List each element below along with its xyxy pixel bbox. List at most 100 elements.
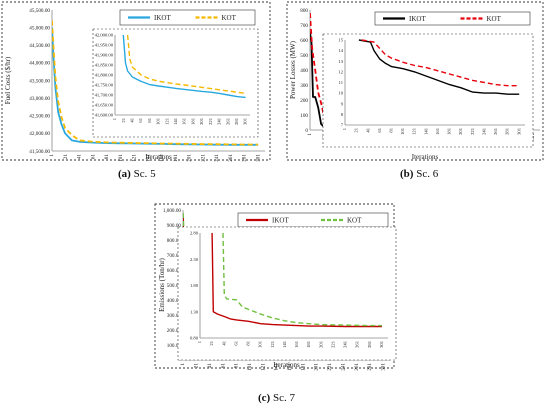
- p5-inset-series-line-kot: [126, 34, 246, 95]
- p6-inset-x-tick-label: 181: [447, 127, 452, 135]
- p7-inset-x-tick-label: 261: [355, 340, 360, 348]
- p5-main-x-tick-label: 201: [187, 154, 193, 162]
- p6-inset-x-tick-label: 141: [423, 127, 428, 135]
- p5-main-y-tick-label: 44,000.00: [29, 61, 50, 67]
- p6-frame: [286, 1, 544, 161]
- p5-main-x-tick-label: 161: [159, 154, 165, 162]
- p7-inset-x-tick-label: 161: [294, 340, 299, 348]
- p6-inset-y-tick-label: 8: [341, 112, 344, 117]
- p7-inset-x-tick-label: 301: [379, 340, 384, 348]
- p5-legend-label-ikot: IKOT: [154, 14, 171, 22]
- p7-inset-x-tick-label: 201: [318, 340, 323, 348]
- p7-inset-x-tick-label: 241: [343, 340, 348, 348]
- p6-inset-y-tick-label: 7: [341, 123, 344, 128]
- p5-legend-box: [119, 9, 256, 26]
- caption-b: (b) Sc. 6: [400, 168, 438, 180]
- p5-inset-x-tick-label: 261: [225, 117, 230, 125]
- p5-inset-x-tick-label: 121: [164, 117, 169, 125]
- p5-legend-label-kot: KOT: [222, 14, 237, 22]
- p7-main-x-tick-label: 41: [207, 363, 213, 369]
- p5-main-y-tick-label: 44,500.00: [29, 43, 50, 49]
- p6-main-y-tick-label: 300: [300, 83, 308, 89]
- caption-b-text: Sc. 6: [416, 168, 439, 180]
- p5-inset-x-tick-label: 61: [138, 117, 143, 122]
- p5-inset-x-tick-label: 81: [147, 117, 152, 122]
- p7-main-y-tick-label: 1,000.00: [163, 208, 182, 214]
- p7-legend-label-kot: KOT: [347, 217, 362, 225]
- p6-main-y-tick-label: 700: [300, 23, 308, 29]
- p7-inset-x-tick-label: 61: [233, 340, 238, 345]
- p5-inset-y-tick-label: 41,750.00: [95, 83, 114, 89]
- p5-main-y-tick-label: 45,500.00: [29, 8, 50, 14]
- p5-inset-y-tick-label: 41,600.00: [95, 113, 114, 119]
- p6-y-axis-title: Power Losses (MW): [289, 40, 297, 99]
- p6-inset-x-tick-label: 1: [342, 127, 347, 130]
- p7-inset-x-tick-label: 101: [258, 340, 263, 348]
- p7-inset-x-tick-label: 1: [197, 340, 202, 343]
- p7-main-x-tick-label: 281: [367, 363, 373, 371]
- p6-main-y-tick-label: 100: [300, 113, 308, 119]
- p5-main-x-tick-label: 101: [118, 154, 124, 162]
- p7-main-x-tick-label: 1: [180, 363, 186, 366]
- p6-inset-x-tick-label: 61: [377, 127, 382, 132]
- p6-main-x-tick-label: 1: [307, 133, 313, 136]
- p5-main-x-tick-label: 301: [255, 154, 261, 162]
- p6-inset-x-tick-label: 241: [481, 127, 486, 135]
- p7-main-y-tick-label: 800.00: [167, 238, 182, 244]
- p5-main-y-tick-label: 41,500.00: [29, 149, 50, 155]
- p7-main-y-tick-label: 700.00: [167, 253, 182, 259]
- p7-inset-x-tick-label: 21: [209, 340, 214, 345]
- p5-main-x-tick-label: 1: [49, 154, 55, 157]
- p5-inset-y-tick-label: 41,900.00: [95, 53, 114, 59]
- p6-inset-x-tick-label: 41: [365, 127, 370, 132]
- p7-main-x-tick-label: 301: [381, 363, 387, 371]
- p7-main-x-tick-label: 201: [314, 363, 320, 371]
- caption-c: (c) Sc. 7: [258, 392, 295, 404]
- p5-main-y-tick-label: 42,500.00: [29, 114, 50, 120]
- p5-main-x-tick-label: 41: [77, 154, 83, 160]
- p5-x-axis-title: Iterations: [145, 153, 172, 161]
- p5-main-x-tick-label: 181: [173, 154, 179, 162]
- p6-inset-series-line-ikot: [358, 39, 520, 95]
- p7-inset-x-tick-label: 281: [367, 340, 372, 348]
- p6-inset-y-tick-label: 9: [341, 101, 344, 106]
- p6-inset-x-tick-label: 261: [493, 127, 498, 135]
- p7-inset-y-tick-label: 1.80: [190, 283, 199, 288]
- p5-main-y-tick-label: 42,000.00: [29, 131, 50, 137]
- p6-main-y-tick-label: 500: [300, 53, 308, 59]
- p5-main-x-tick-label: 241: [214, 154, 220, 162]
- p7-main-x-tick-label: 181: [300, 363, 306, 371]
- p7-main-x-tick-label: 21: [194, 363, 200, 369]
- p7-main-x-tick-label: 101: [247, 363, 253, 371]
- p5-frame: [1, 1, 271, 161]
- p5-inset-y-tick-label: 42,000.00: [95, 33, 114, 39]
- p5-inset-x-tick-label: 181: [190, 117, 195, 125]
- p5-main-x-tick-label: 21: [63, 154, 69, 160]
- p7-inset-x-tick-label: 121: [270, 340, 275, 348]
- p6-inset-frame: [322, 33, 534, 148]
- p5-inset-x-tick-label: 141: [173, 117, 178, 125]
- p6-inset-x-tick-label: 121: [412, 127, 417, 135]
- p7-main-x-tick-label: 221: [327, 363, 333, 371]
- p7-inset-y-tick-label: 2.30: [190, 257, 199, 262]
- p5-main-y-tick-label: 43,000.00: [29, 96, 50, 102]
- p5-main-x-tick-label: 141: [145, 154, 151, 162]
- p6-inset-series-line-kot: [361, 39, 520, 87]
- p5-main-series-line-kot: [52, 20, 259, 146]
- p6-inset-x-tick-label: 21: [354, 127, 359, 132]
- p7-inset-y-tick-label: 1.30: [190, 309, 199, 314]
- p7-x-axis-title: Iterations: [273, 361, 300, 369]
- p7-legend-label-ikot: IKOT: [272, 217, 289, 225]
- p7-inset-x-tick-label: 221: [330, 340, 335, 348]
- p7-inset-x-tick-label: 181: [306, 340, 311, 348]
- p5-main-x-tick-label: 221: [200, 154, 206, 162]
- p6-inset-x-tick-label: 281: [505, 127, 510, 135]
- p6-main-y-tick-label: 0: [305, 128, 308, 134]
- p7-inset-y-tick-label: 0.80: [190, 336, 199, 341]
- caption-c-text: Sc. 7: [272, 392, 295, 404]
- caption-a-text: Sc. 5: [133, 168, 156, 180]
- chart-panel-p7: 1 21 41 61 81 101 121 141 161 181 201 221 241 261 281 3…: [154, 203, 397, 371]
- p7-inset: 1 21 41 61 81 101 121 141 161 181 201 221 241 261 281 3…: [177, 226, 397, 361]
- p6-inset-y-tick-label: 15: [338, 38, 343, 43]
- p7-main-x-tick-label: 81: [234, 363, 240, 369]
